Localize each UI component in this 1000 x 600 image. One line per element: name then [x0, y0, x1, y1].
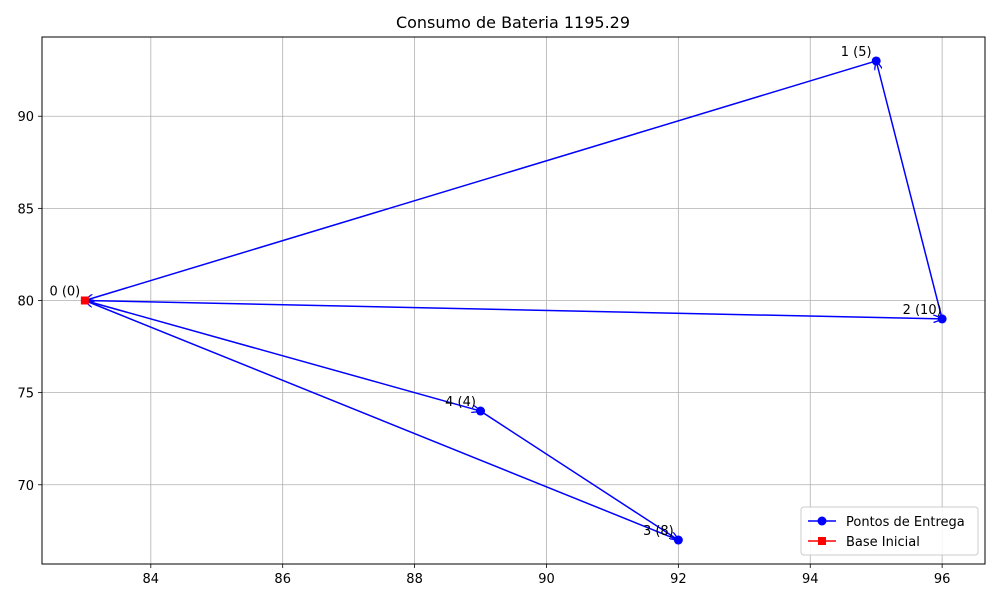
- route-segment: [84, 299, 481, 412]
- legend: Pontos de Entrega Base Inicial: [800, 506, 979, 556]
- x-tick-label: 94: [802, 572, 819, 587]
- y-tick-label: 80: [17, 295, 34, 310]
- point-label: 1 (5): [841, 45, 872, 60]
- route-segment: [84, 299, 942, 319]
- legend-box: [800, 506, 979, 556]
- legend-marker-base: [818, 537, 826, 545]
- x-tick-label: 86: [274, 572, 291, 587]
- x-tick-label: 84: [143, 572, 160, 587]
- y-axis: 70 75 80 85 90: [17, 110, 42, 494]
- point-labels: 0 (0) 1 (5) 2 (10) 3 (8) 4 (4): [49, 45, 941, 539]
- route-segment: [876, 61, 943, 320]
- routes: [85, 61, 942, 540]
- grid: [42, 37, 985, 564]
- point-label: 3 (8): [643, 524, 674, 539]
- x-axis: 84 86 88 90 92 94 96: [143, 564, 951, 587]
- legend-label-base: Base Inicial: [846, 535, 920, 550]
- point-label: 0 (0): [49, 285, 80, 300]
- y-tick-label: 75: [17, 387, 34, 402]
- point-label: 4 (4): [445, 395, 476, 410]
- points: [80, 56, 947, 545]
- legend-label-delivery: Pontos de Entrega: [846, 515, 965, 530]
- x-tick-label: 90: [538, 572, 555, 587]
- delivery-point: [871, 56, 881, 66]
- delivery-point: [937, 314, 947, 324]
- plot-area: 0 (0) 1 (5) 2 (10) 3 (8) 4 (4): [41, 36, 986, 565]
- chart-title: Consumo de Bateria 1195.29: [396, 13, 630, 32]
- point-label: 2 (10): [903, 303, 942, 318]
- y-tick-label: 70: [17, 479, 34, 494]
- x-tick-label: 88: [406, 572, 423, 587]
- legend-marker-delivery: [817, 516, 827, 526]
- base-marker: [80, 296, 89, 305]
- delivery-point: [673, 535, 683, 545]
- x-tick-label: 96: [934, 572, 951, 587]
- y-tick-label: 90: [17, 110, 34, 125]
- y-tick-label: 85: [17, 202, 34, 217]
- route-segment: [480, 410, 679, 540]
- delivery-point: [476, 406, 486, 416]
- route-segment: [85, 60, 877, 301]
- route-segment: [85, 301, 679, 541]
- x-tick-label: 92: [670, 572, 687, 587]
